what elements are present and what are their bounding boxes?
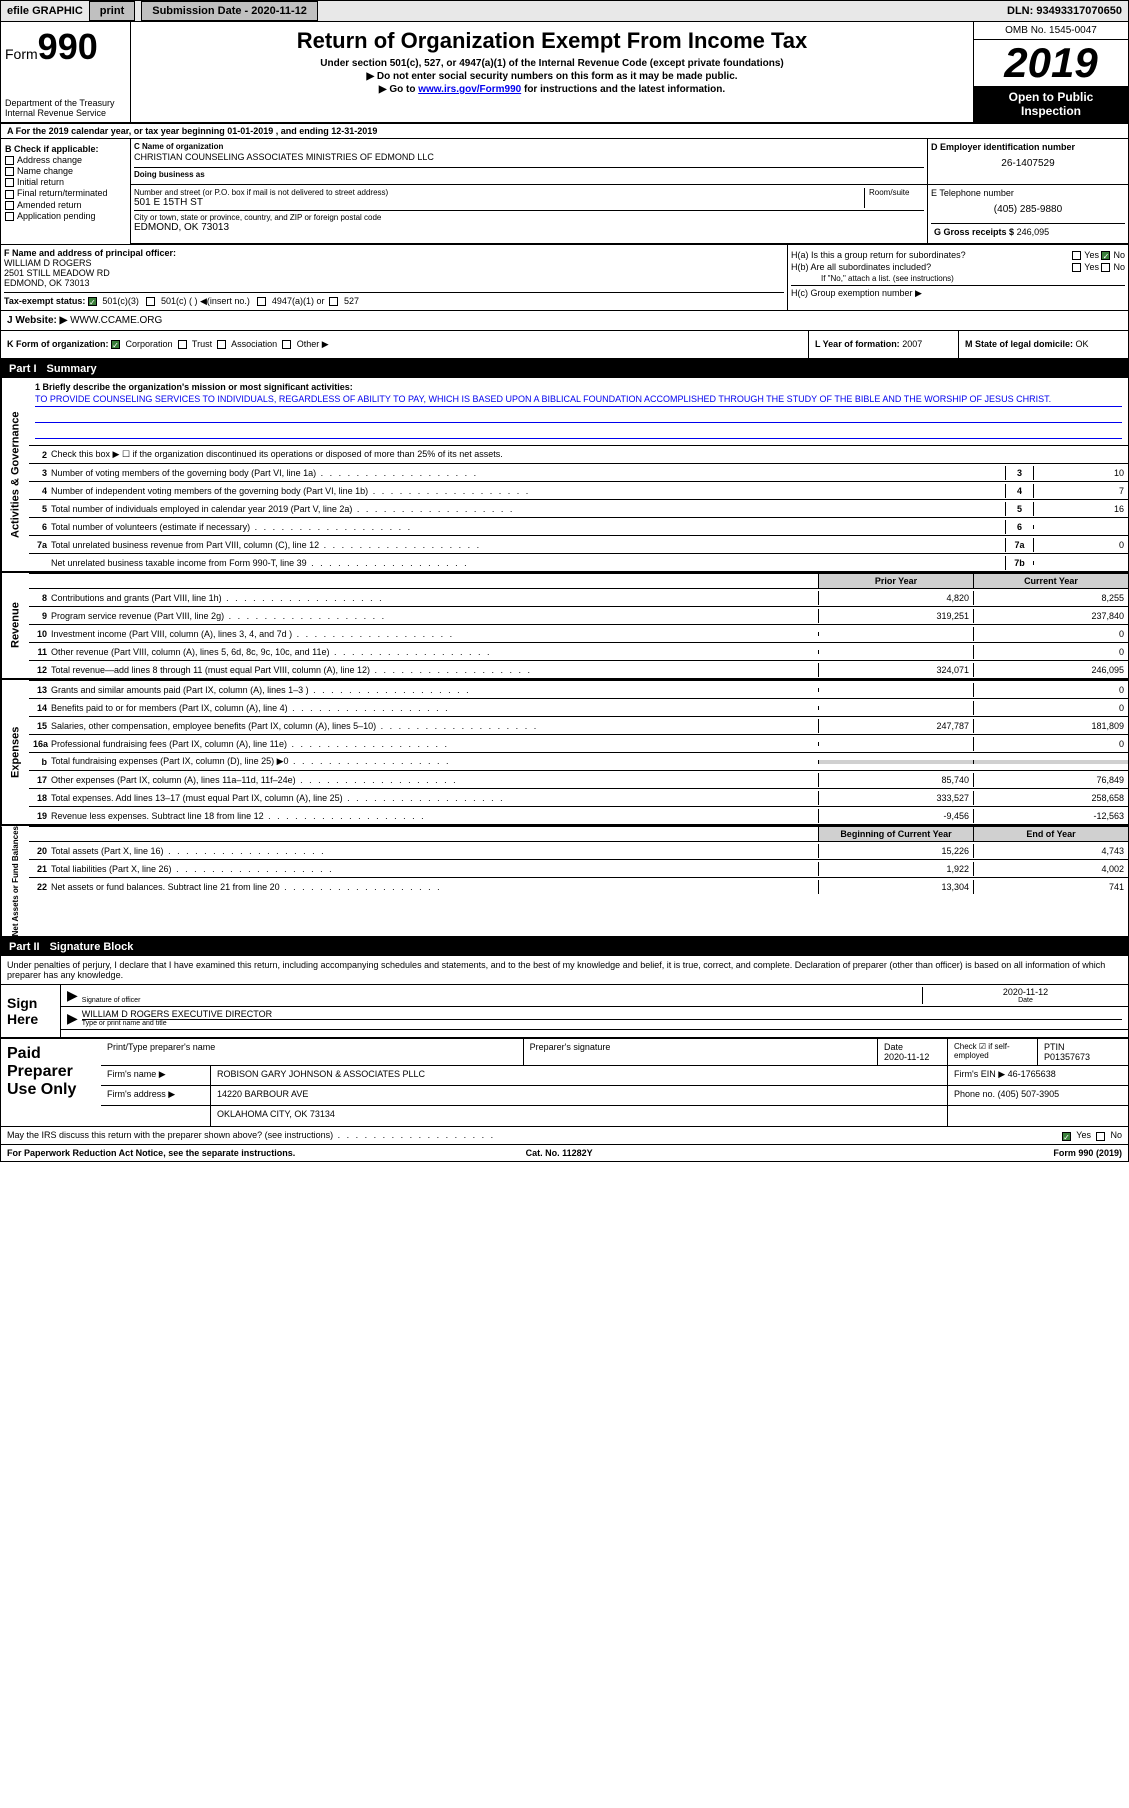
sig-date: 2020-11-12 (929, 987, 1122, 997)
part-2-header: Part II Signature Block (1, 938, 1128, 956)
dept-label: Department of the Treasury Internal Reve… (5, 98, 126, 118)
table-row: 10Investment income (Part VIII, column (… (29, 624, 1128, 642)
top-bar: efile GRAPHIC print Submission Date - 20… (1, 1, 1128, 22)
table-row: 7aTotal unrelated business revenue from … (29, 535, 1128, 553)
revenue-section: Revenue Prior YearCurrent Year 8Contribu… (1, 573, 1128, 680)
table-row: 5Total number of individuals employed in… (29, 499, 1128, 517)
row-j-website: J Website: ▶ WWW.CCAME.ORG (1, 311, 1128, 331)
table-row: Net unrelated business taxable income fr… (29, 553, 1128, 571)
firm-phone: (405) 507-3905 (998, 1089, 1060, 1099)
ein-value: 26-1407529 (931, 158, 1125, 169)
chk-association[interactable] (217, 340, 226, 349)
chk-other[interactable] (282, 340, 291, 349)
omb-number: OMB No. 1545-0047 (974, 22, 1128, 40)
table-row: 21Total liabilities (Part X, line 26)1,9… (29, 859, 1128, 877)
form-header: Form990 Department of the Treasury Inter… (1, 22, 1128, 124)
table-row: 4Number of independent voting members of… (29, 481, 1128, 499)
section-b-d: B Check if applicable: Address change Na… (1, 139, 1128, 245)
table-row: 12Total revenue—add lines 8 through 11 (… (29, 660, 1128, 678)
chk-corporation[interactable] (111, 340, 120, 349)
chk-name-change[interactable]: Name change (5, 166, 126, 176)
officer-addr: 2501 STILL MEADOW RD (4, 268, 784, 278)
tax-year: 2019 (974, 40, 1128, 86)
chk-address-change[interactable]: Address change (5, 155, 126, 165)
table-row: bTotal fundraising expenses (Part IX, co… (29, 752, 1128, 770)
sig-name: WILLIAM D ROGERS EXECUTIVE DIRECTOR (82, 1009, 1122, 1019)
table-row: 16aProfessional fundraising fees (Part I… (29, 734, 1128, 752)
table-row: 9Program service revenue (Part VIII, lin… (29, 606, 1128, 624)
table-row: 13Grants and similar amounts paid (Part … (29, 680, 1128, 698)
form-number: Form990 (5, 26, 126, 68)
table-row: 20Total assets (Part X, line 16)15,2264,… (29, 841, 1128, 859)
row-klm: K Form of organization: Corporation Trus… (1, 331, 1128, 360)
row-a-tax-year: A For the 2019 calendar year, or tax yea… (1, 124, 1128, 139)
state-domicile: OK (1076, 339, 1089, 349)
phone-value: (405) 285-9880 (931, 204, 1125, 215)
org-name: CHRISTIAN COUNSELING ASSOCIATES MINISTRI… (134, 151, 924, 163)
page-footer: For Paperwork Reduction Act Notice, see … (1, 1144, 1128, 1161)
city-state-zip: EDMOND, OK 73013 (134, 222, 924, 233)
form-title: Return of Organization Exempt From Incom… (137, 28, 967, 54)
open-public-badge: Open to Public Inspection (974, 86, 1128, 122)
row-f-h: F Name and address of principal officer:… (1, 245, 1128, 311)
check-applicable: B Check if applicable: Address change Na… (1, 139, 131, 244)
chk-4947[interactable] (257, 297, 266, 306)
chk-527[interactable] (329, 297, 338, 306)
table-row: 8Contributions and grants (Part VIII, li… (29, 588, 1128, 606)
table-row: 15Salaries, other compensation, employee… (29, 716, 1128, 734)
table-row: 11Other revenue (Part VIII, column (A), … (29, 642, 1128, 660)
subtitle-3: ▶ Go to www.irs.gov/Form990 for instruct… (137, 84, 967, 95)
table-row: 3Number of voting members of the governi… (29, 463, 1128, 481)
table-row: 6Total number of volunteers (estimate if… (29, 517, 1128, 535)
street-address: 501 E 15TH ST (134, 197, 864, 208)
firm-address: 14220 BARBOUR AVE (211, 1086, 948, 1105)
firm-name: ROBISON GARY JOHNSON & ASSOCIATES PLLC (211, 1066, 948, 1085)
ptin-value: P01357673 (1044, 1052, 1090, 1062)
chk-initial-return[interactable]: Initial return (5, 177, 126, 187)
firm-address-2: OKLAHOMA CITY, OK 73134 (211, 1106, 948, 1126)
firm-ein: 46-1765638 (1008, 1069, 1056, 1079)
officer-name: WILLIAM D ROGERS (4, 258, 784, 268)
part-1-header: Part I Summary (1, 360, 1128, 378)
table-row: 22Net assets or fund balances. Subtract … (29, 877, 1128, 895)
mission-text: TO PROVIDE COUNSELING SERVICES TO INDIVI… (35, 392, 1122, 407)
table-row: 18Total expenses. Add lines 13–17 (must … (29, 788, 1128, 806)
submission-date-button[interactable]: Submission Date - 2020-11-12 (141, 1, 318, 21)
year-formation: 2007 (902, 339, 922, 349)
chk-discuss-yes[interactable] (1062, 1132, 1071, 1141)
expenses-section: Expenses 13Grants and similar amounts pa… (1, 680, 1128, 826)
print-button[interactable]: print (89, 1, 135, 21)
instructions-link[interactable]: www.irs.gov/Form990 (418, 84, 521, 95)
subtitle-1: Under section 501(c), 527, or 4947(a)(1)… (137, 58, 967, 69)
paid-preparer-block: Paid Preparer Use Only Print/Type prepar… (1, 1039, 1128, 1127)
chk-discuss-no[interactable] (1096, 1132, 1105, 1141)
activities-governance: Activities & Governance 1 Briefly descri… (1, 378, 1128, 573)
table-row: 14Benefits paid to or for members (Part … (29, 698, 1128, 716)
chk-501c3[interactable] (88, 297, 97, 306)
net-assets-section: Net Assets or Fund Balances Beginning of… (1, 826, 1128, 938)
subtitle-2: ▶ Do not enter social security numbers o… (137, 71, 967, 82)
chk-501c[interactable] (146, 297, 155, 306)
discuss-row: May the IRS discuss this return with the… (1, 1127, 1128, 1143)
chk-amended-return[interactable]: Amended return (5, 200, 126, 210)
table-row: 17Other expenses (Part IX, column (A), l… (29, 770, 1128, 788)
signature-declaration: Under penalties of perjury, I declare th… (1, 956, 1128, 985)
chk-application-pending[interactable]: Application pending (5, 211, 126, 221)
chk-trust[interactable] (178, 340, 187, 349)
sign-here-block: Sign Here ▶ Signature of officer 2020-11… (1, 985, 1128, 1039)
chk-ha-no[interactable] (1101, 251, 1110, 260)
table-row: 19Revenue less expenses. Subtract line 1… (29, 806, 1128, 824)
dln-label: DLN: 93493317070650 (1001, 2, 1128, 20)
officer-city: EDMOND, OK 73013 (4, 278, 784, 288)
chk-final-return[interactable]: Final return/terminated (5, 188, 126, 198)
efile-label: efile GRAPHIC (1, 2, 89, 20)
gross-receipts: 246,095 (1017, 227, 1050, 237)
dba-value (134, 179, 924, 181)
website-value: WWW.CCAME.ORG (70, 315, 162, 326)
